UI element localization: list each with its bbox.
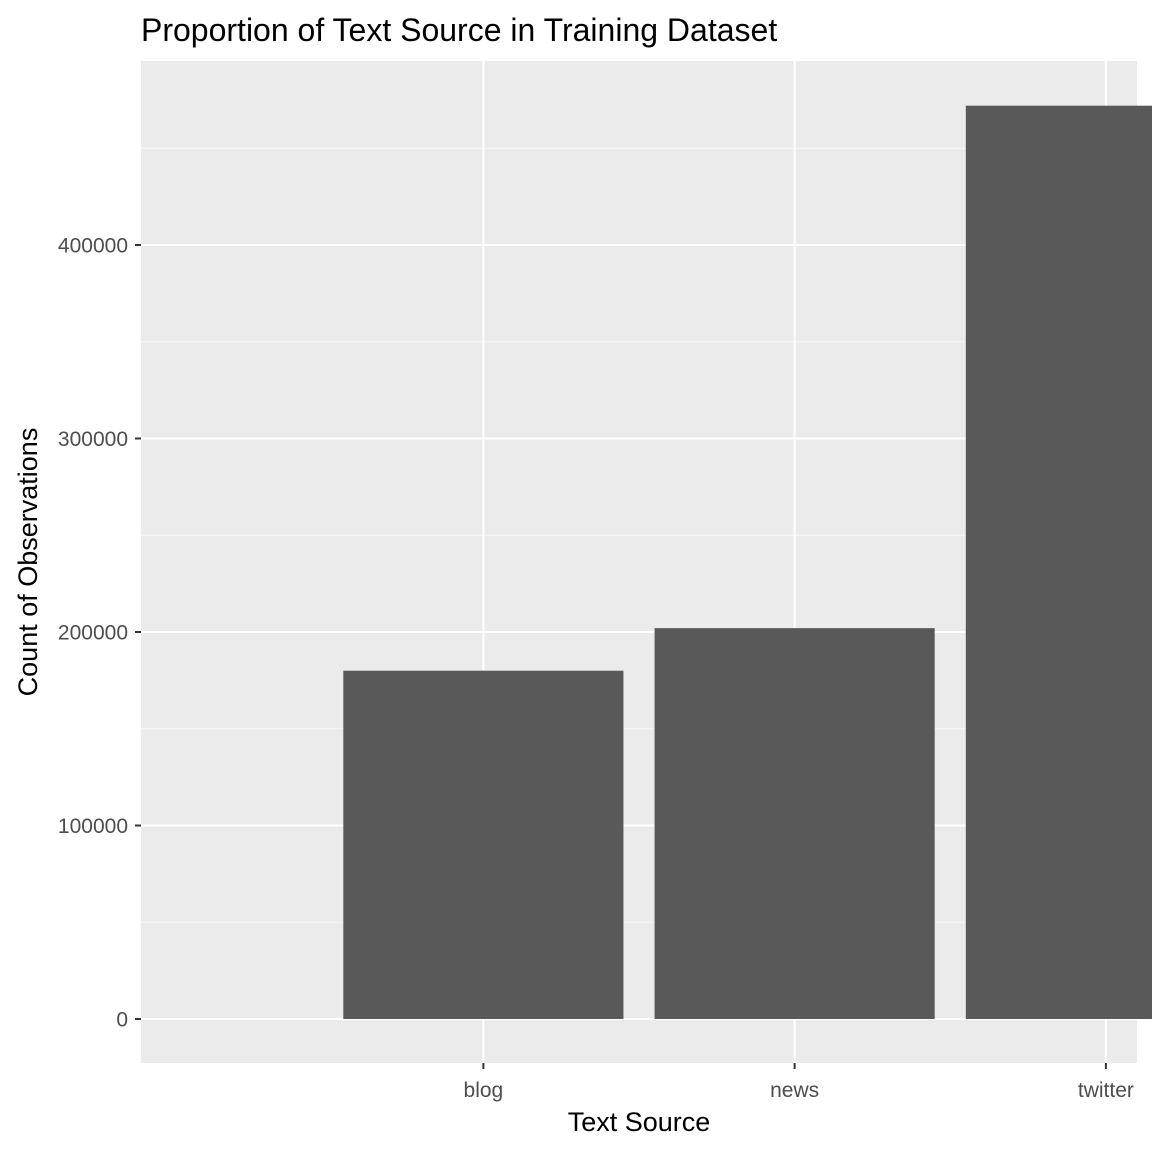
chart-title: Proportion of Text Source in Training Da… bbox=[141, 12, 777, 48]
bar-blog bbox=[343, 670, 624, 1019]
x-axis-title: Text Source bbox=[568, 1107, 711, 1137]
bars bbox=[343, 105, 1152, 1020]
y-axis-title: Count of Observations bbox=[13, 428, 43, 697]
y-tick-label: 300000 bbox=[58, 428, 128, 451]
y-axis: 0 100000 200000 300000 400000 bbox=[58, 235, 141, 1032]
bar-news bbox=[654, 628, 935, 1019]
x-axis: blog news twitter bbox=[464, 1063, 1134, 1102]
y-tick-label: 100000 bbox=[58, 815, 128, 838]
x-tick-label-blog: blog bbox=[464, 1079, 504, 1102]
bar-twitter bbox=[965, 105, 1152, 1020]
x-tick-label-twitter: twitter bbox=[1078, 1079, 1134, 1102]
x-tick-label-news: news bbox=[770, 1079, 819, 1102]
y-tick-label: 0 bbox=[116, 1009, 128, 1032]
y-tick-label: 400000 bbox=[58, 235, 128, 258]
y-tick-label: 200000 bbox=[58, 622, 128, 645]
